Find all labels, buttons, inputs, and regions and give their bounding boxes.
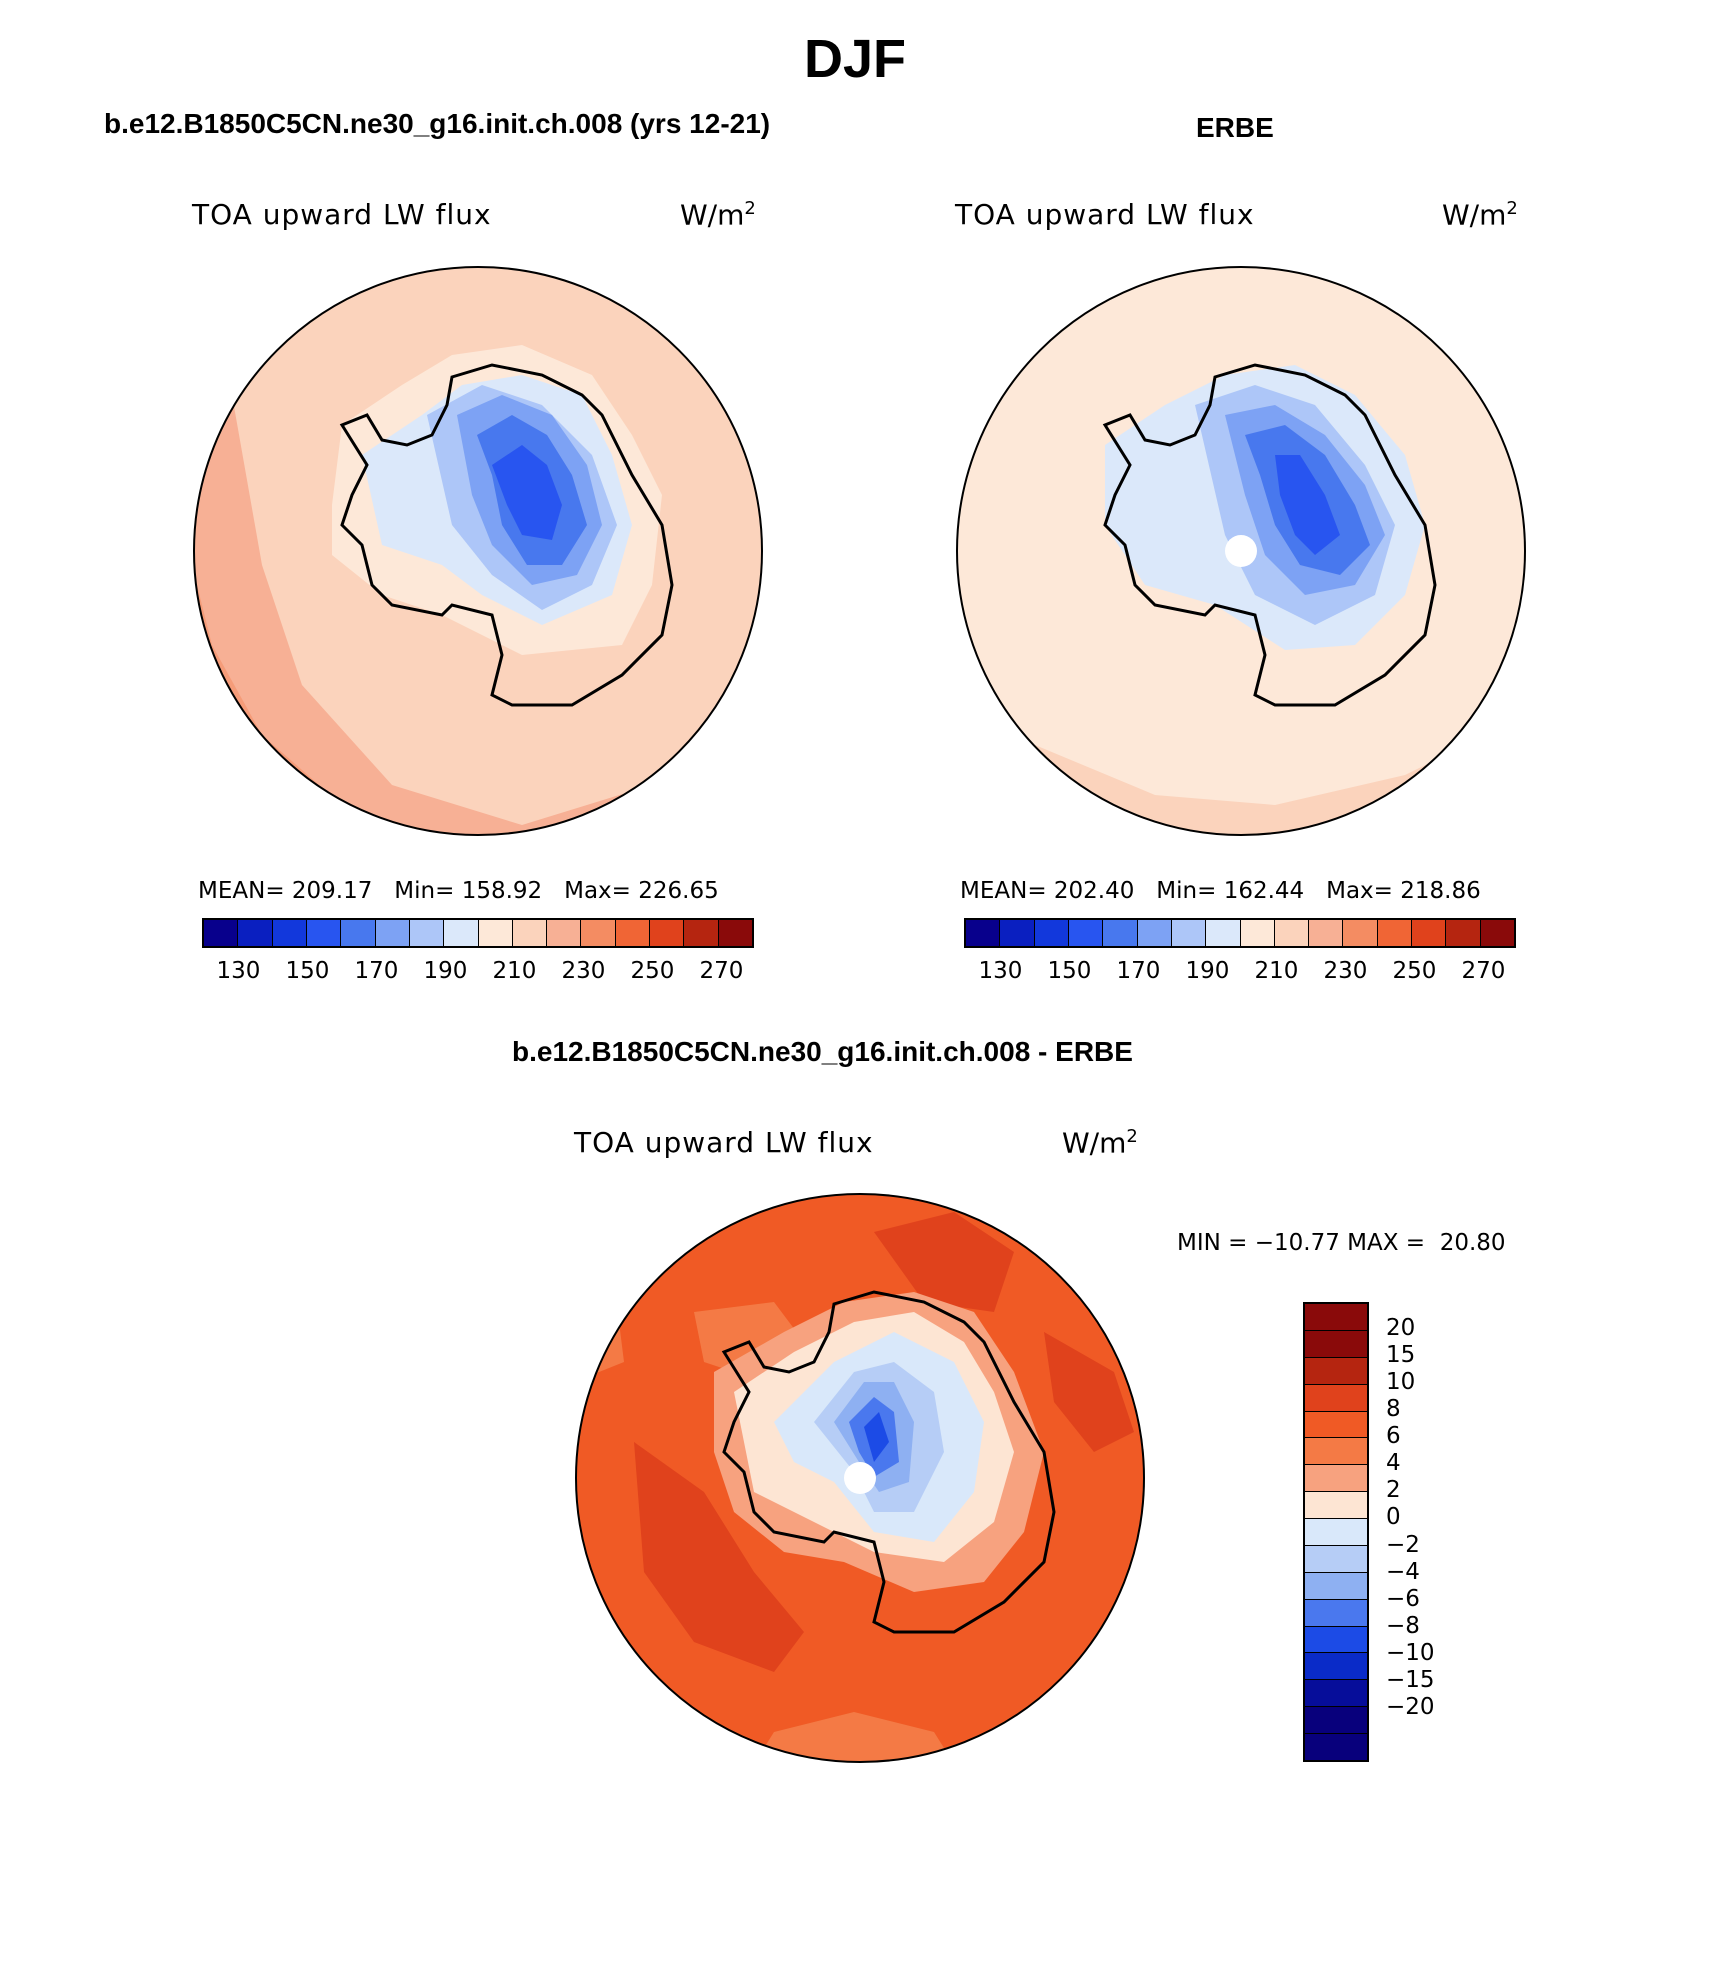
obs-case-title: ERBE [1196,112,1274,143]
model-units-label: W/m2 [680,198,756,232]
model-polar-map [193,266,763,836]
colorbar-tick-label: 250 [1392,958,1437,984]
colorbar-tick-label: −4 [1386,1558,1420,1585]
colorbar-swatch [1305,1465,1367,1493]
colorbar-tick-label: 15 [1386,1342,1416,1369]
colorbar-swatch [1305,1519,1367,1546]
colorbar-swatch [1309,920,1344,946]
diff-case-title: b.e12.B1850C5CN.ne30_g16.init.ch.008 - E… [512,1036,1133,1067]
colorbar-swatch [1305,1384,1367,1412]
model-variable-label: TOA upward LW flux [192,198,492,231]
colorbar-swatch [375,920,410,946]
diff-variable-label: TOA upward LW flux [574,1126,874,1159]
colorbar-swatch [1377,920,1413,946]
colorbar-swatch [1305,1707,1367,1734]
colorbar-swatch [512,920,548,946]
model-colorbar [202,918,754,948]
colorbar-swatch [1305,1626,1367,1654]
colorbar-swatch [1446,920,1481,946]
colorbar-swatch [1068,920,1104,946]
colorbar-tick-label: 130 [978,958,1023,984]
colorbar-tick-label: 6 [1386,1423,1401,1450]
colorbar-tick-label: 4 [1386,1450,1401,1477]
colorbar-swatch [1305,1492,1367,1519]
colorbar-swatch [444,920,479,946]
colorbar-swatch [547,920,582,946]
colorbar-swatch [718,920,752,946]
colorbar-swatch [1480,920,1514,946]
colorbar-tick-label: 190 [423,958,468,984]
colorbar-tick-label: 170 [354,958,399,984]
colorbar-swatch [204,920,239,946]
obs-polar-map [956,266,1526,836]
colorbar-swatch [1103,920,1138,946]
colorbar-swatch [272,920,307,946]
colorbar-tick-label: −10 [1386,1639,1435,1666]
figure-title: DJF [803,29,906,89]
colorbar-tick-label: 190 [1185,958,1230,984]
diff-polar-map [575,1193,1145,1763]
colorbar-tick-label: 10 [1386,1369,1416,1396]
colorbar-swatch [581,920,616,946]
colorbar-swatch [1305,1572,1367,1600]
colorbar-swatch [1412,920,1447,946]
colorbar-tick-label: −6 [1386,1585,1420,1612]
obs-colorbar [964,918,1516,948]
colorbar-swatch [1206,920,1241,946]
colorbar-tick-label: −20 [1386,1693,1435,1720]
obs-stats: MEAN= 202.40 Min= 162.44 Max= 218.86 [960,878,1481,904]
colorbar-swatch [1137,920,1172,946]
colorbar-swatch [238,920,273,946]
colorbar-tick-label: 230 [1323,958,1368,984]
colorbar-swatch [1305,1330,1367,1358]
colorbar-swatch [966,920,1001,946]
colorbar-tick-label: 170 [1116,958,1161,984]
colorbar-tick-label: −15 [1386,1666,1435,1693]
colorbar-swatch [1305,1653,1367,1681]
colorbar-tick-label: 150 [1047,958,1092,984]
colorbar-swatch [1305,1411,1367,1439]
colorbar-tick-label: 8 [1386,1396,1401,1423]
colorbar-swatch [341,920,376,946]
colorbar-swatch [650,920,685,946]
colorbar-tick-label: 230 [561,958,606,984]
diff-units-label: W/m2 [1062,1126,1138,1160]
colorbar-tick-label: 270 [1461,958,1506,984]
colorbar-tick-label: 210 [492,958,537,984]
colorbar-swatch [1000,920,1035,946]
colorbar-tick-label: −2 [1386,1531,1420,1558]
colorbar-swatch [478,920,513,946]
colorbar-swatch [1343,920,1378,946]
colorbar-swatch [1171,920,1207,946]
colorbar-swatch [684,920,719,946]
colorbar-swatch [306,920,342,946]
colorbar-tick-label: −8 [1386,1612,1420,1639]
colorbar-swatch [1305,1545,1367,1573]
colorbar-tick-label: 20 [1386,1315,1416,1342]
colorbar-tick-label: 210 [1254,958,1299,984]
colorbar-tick-label: 2 [1386,1477,1401,1504]
colorbar-swatch [1305,1304,1367,1331]
diff-colorbar [1303,1302,1369,1762]
colorbar-tick-label: 250 [630,958,675,984]
model-stats: MEAN= 209.17 Min= 158.92 Max= 226.65 [198,878,719,904]
colorbar-tick-label: 150 [285,958,330,984]
colorbar-swatch [1305,1680,1367,1708]
colorbar-swatch [615,920,651,946]
model-case-title: b.e12.B1850C5CN.ne30_g16.init.ch.008 (yr… [104,108,771,139]
colorbar-swatch [1274,920,1310,946]
colorbar-swatch [1240,920,1275,946]
colorbar-swatch [1034,920,1069,946]
colorbar-tick-label: 270 [699,958,744,984]
diff-stats: MIN = −10.77 MAX = 20.80 [1177,1230,1506,1256]
colorbar-swatch [1305,1599,1367,1627]
colorbar-tick-label: 0 [1386,1504,1401,1531]
colorbar-swatch [409,920,445,946]
colorbar-swatch [1305,1734,1367,1760]
obs-variable-label: TOA upward LW flux [955,198,1255,231]
colorbar-swatch [1305,1438,1367,1466]
obs-units-label: W/m2 [1442,198,1518,232]
colorbar-tick-label: 130 [216,958,261,984]
colorbar-swatch [1305,1357,1367,1385]
